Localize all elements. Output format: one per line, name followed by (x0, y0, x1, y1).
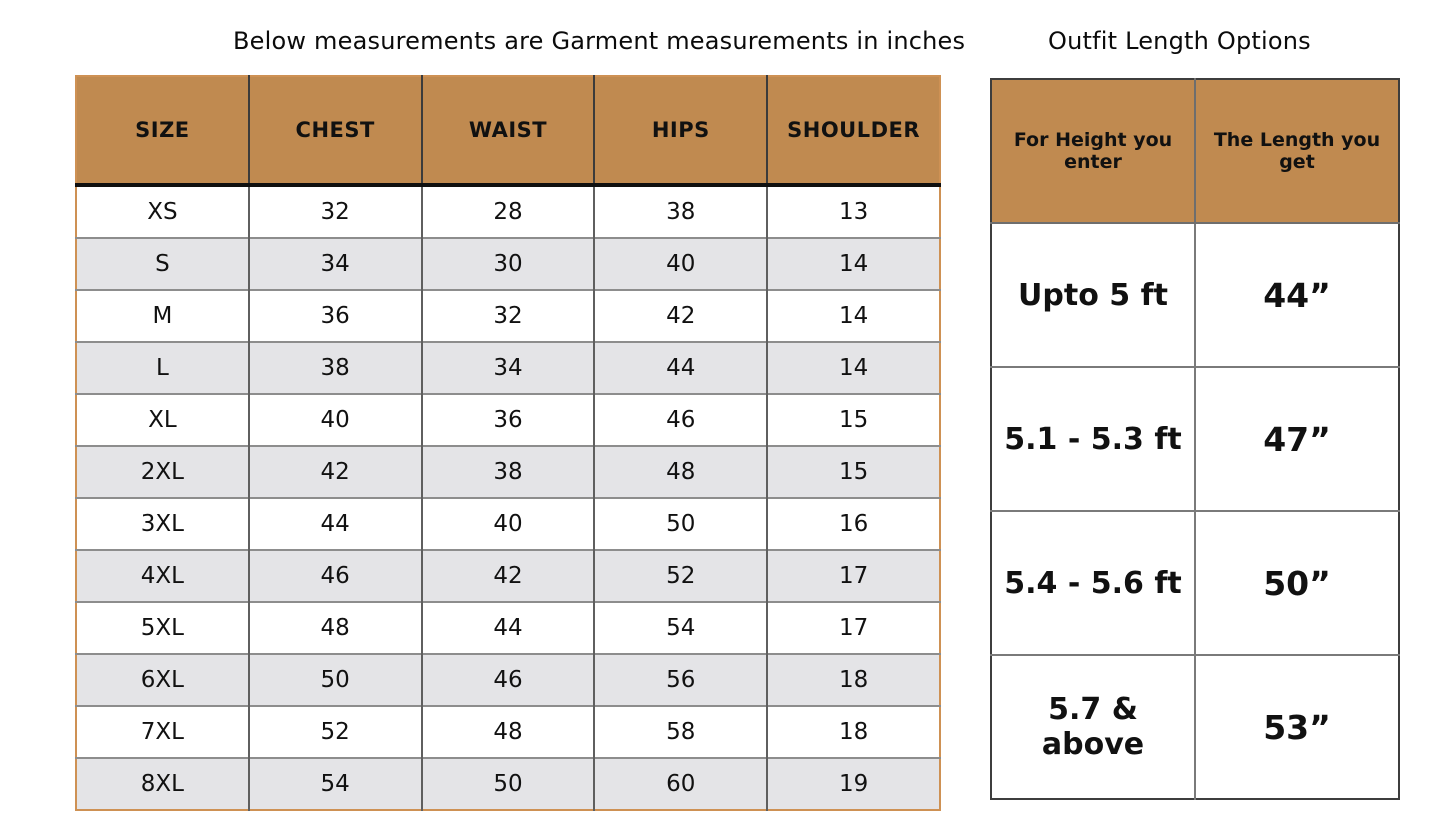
measurement-row-5xl: 5XL 48 44 54 17 (76, 601, 940, 654)
measurement-cell: 38 (247, 341, 422, 394)
measurement-row-l: L 38 34 44 14 (76, 341, 940, 394)
measurement-cell: 18 (766, 653, 940, 706)
measurement-cell: 32 (420, 289, 595, 342)
measurement-cell: 17 (766, 601, 940, 654)
measurement-cell: 44 (420, 601, 595, 654)
measurement-cell: 38 (593, 185, 768, 238)
measurement-cell: 28 (420, 185, 595, 238)
measurement-row-4xl: 4XL 46 42 52 17 (76, 549, 940, 602)
measurement-cell: 18 (766, 705, 940, 758)
measurement-cell: 46 (420, 653, 595, 706)
measurement-row-7xl: 7XL 52 48 58 18 (76, 705, 940, 758)
measurement-cell: 40 (247, 393, 422, 446)
measurement-row-8xl: 8XL 54 50 60 19 (76, 757, 940, 810)
length-table: For Height you enter The Length you get … (990, 78, 1400, 800)
measurement-cell: 40 (420, 497, 595, 550)
measurement-cell: 15 (766, 393, 940, 446)
size-cell: 3XL (76, 497, 249, 550)
measurement-cell: 14 (766, 289, 940, 342)
measurement-cell: 17 (766, 549, 940, 602)
measurement-cell: 46 (593, 393, 768, 446)
height-range-cell: 5.7 & above (991, 654, 1195, 799)
size-cell: M (76, 289, 249, 342)
length-table-title: Outfit Length Options (1048, 27, 1311, 55)
measurement-cell: 19 (766, 757, 940, 810)
length-value-cell: 50” (1194, 510, 1399, 655)
measurement-cell: 42 (593, 289, 768, 342)
column-header-length: The Length you get (1194, 79, 1399, 224)
measurement-row-xs: XS 32 28 38 13 (76, 185, 940, 238)
measurement-cell: 50 (593, 497, 768, 550)
length-value-cell: 47” (1194, 366, 1399, 511)
measurement-cell: 48 (420, 705, 595, 758)
measurement-table-title: Below measurements are Garment measureme… (233, 27, 966, 55)
column-header-hips: HIPS (593, 76, 768, 187)
height-range-cell: Upto 5 ft (991, 223, 1195, 367)
measurement-cell: 44 (593, 341, 768, 394)
measurement-cell: 52 (593, 549, 768, 602)
measurement-cell: 32 (247, 185, 422, 238)
length-row: 5.7 & above 53” (991, 654, 1399, 799)
column-header-height: For Height you enter (991, 79, 1195, 224)
measurement-cell: 52 (247, 705, 422, 758)
measurement-cell: 42 (420, 549, 595, 602)
length-row: Upto 5 ft 44” (991, 223, 1399, 367)
measurement-cell: 60 (593, 757, 768, 810)
measurement-cell: 56 (593, 653, 768, 706)
column-header-chest: CHEST (247, 76, 422, 187)
size-cell: 6XL (76, 653, 249, 706)
column-header-waist: WAIST (420, 76, 595, 187)
measurement-cell: 30 (420, 237, 595, 290)
measurement-row-xl: XL 40 36 46 15 (76, 393, 940, 446)
measurement-row-2xl: 2XL 42 38 48 15 (76, 445, 940, 498)
measurement-row-s: S 34 30 40 14 (76, 237, 940, 290)
measurement-cell: 38 (420, 445, 595, 498)
measurement-cell: 36 (247, 289, 422, 342)
size-cell: 5XL (76, 601, 249, 654)
size-cell: 4XL (76, 549, 249, 602)
column-header-shoulder: SHOULDER (766, 76, 940, 187)
size-cell: L (76, 341, 249, 394)
length-value-cell: 44” (1194, 223, 1399, 367)
length-table-header-row: For Height you enter The Length you get (991, 79, 1399, 224)
measurement-cell: 14 (766, 237, 940, 290)
measurement-cell: 34 (247, 237, 422, 290)
measurement-cell: 50 (247, 653, 422, 706)
length-row: 5.4 - 5.6 ft 50” (991, 510, 1399, 655)
measurement-cell: 36 (420, 393, 595, 446)
measurement-row-3xl: 3XL 44 40 50 16 (76, 497, 940, 550)
size-cell: 2XL (76, 445, 249, 498)
measurement-cell: 58 (593, 705, 768, 758)
size-cell: XL (76, 393, 249, 446)
measurement-cell: 13 (766, 185, 940, 238)
column-header-size: SIZE (76, 76, 249, 187)
size-cell: 8XL (76, 757, 249, 810)
measurement-cell: 48 (593, 445, 768, 498)
measurement-table: SIZE CHEST WAIST HIPS SHOULDER XS 32 28 38 1… (75, 75, 941, 811)
measurement-row-m: M 36 32 42 14 (76, 289, 940, 342)
measurement-row-6xl: 6XL 50 46 56 18 (76, 653, 940, 706)
height-range-cell: 5.1 - 5.3 ft (991, 366, 1195, 511)
size-cell: 7XL (76, 705, 249, 758)
length-row: 5.1 - 5.3 ft 47” (991, 366, 1399, 511)
measurement-cell: 48 (247, 601, 422, 654)
size-cell: XS (76, 185, 249, 238)
length-value-cell: 53” (1194, 654, 1399, 799)
measurement-cell: 34 (420, 341, 595, 394)
measurement-cell: 40 (593, 237, 768, 290)
height-range-cell: 5.4 - 5.6 ft (991, 510, 1195, 655)
size-cell: S (76, 237, 249, 290)
measurement-cell: 42 (247, 445, 422, 498)
measurement-cell: 54 (247, 757, 422, 810)
measurement-cell: 44 (247, 497, 422, 550)
measurement-cell: 46 (247, 549, 422, 602)
measurement-cell: 16 (766, 497, 940, 550)
measurement-cell: 15 (766, 445, 940, 498)
measurement-table-header-row: SIZE CHEST WAIST HIPS SHOULDER (76, 76, 940, 187)
measurement-cell: 54 (593, 601, 768, 654)
measurement-cell: 50 (420, 757, 595, 810)
measurement-cell: 14 (766, 341, 940, 394)
